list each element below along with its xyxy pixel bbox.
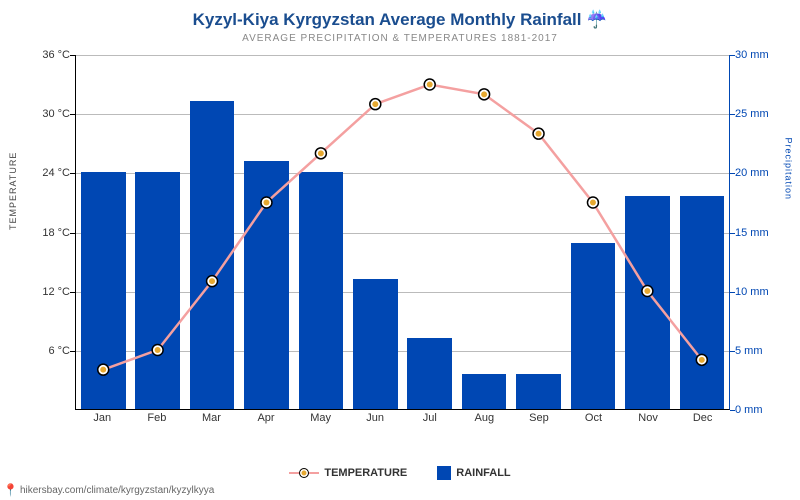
footer-url: hikersbay.com/climate/kyrgyzstan/kyzylky…	[20, 485, 214, 496]
rainfall-bar	[571, 243, 616, 409]
rainfall-bar	[135, 172, 180, 409]
legend-temperature: TEMPERATURE	[289, 467, 407, 479]
left-tick: 24 °C	[40, 167, 70, 179]
x-axis-labels: JanFebMarAprMayJunJulAugSepOctNovDec	[75, 412, 730, 424]
legend-rain-label: RAINFALL	[456, 467, 510, 479]
rainfall-bar	[680, 196, 725, 409]
month-label: Jan	[75, 412, 130, 424]
right-tick: 0 mm	[735, 404, 775, 416]
bars-group	[76, 55, 729, 409]
rainfall-bar	[407, 338, 452, 409]
rainfall-bar	[462, 374, 507, 410]
legend-box-icon	[437, 466, 451, 480]
footer-attribution: 📍 hikersbay.com/climate/kyrgyzstan/kyzyl…	[3, 483, 214, 497]
rainfall-bar	[299, 172, 344, 409]
bar-slot	[294, 55, 348, 409]
left-axis-label: TEMPERATURE	[8, 152, 18, 230]
bar-slot	[185, 55, 239, 409]
bar-slot	[403, 55, 457, 409]
left-tick: 30 °C	[40, 108, 70, 120]
bar-slot	[566, 55, 620, 409]
right-tick: 20 mm	[735, 167, 775, 179]
plot-area	[75, 55, 730, 410]
left-tick: 12 °C	[40, 286, 70, 298]
legend-temp-label: TEMPERATURE	[324, 467, 407, 479]
right-tick: 15 mm	[735, 227, 775, 239]
chart-container: Kyzyl-Kiya Kyrgyzstan Average Monthly Ra…	[0, 0, 800, 500]
bar-slot	[239, 55, 293, 409]
bar-slot	[76, 55, 130, 409]
month-label: Jun	[348, 412, 403, 424]
legend-line-icon	[289, 472, 319, 474]
rainfall-bar	[516, 374, 561, 410]
legend-rainfall: RAINFALL	[437, 466, 510, 480]
left-tick: 36 °C	[40, 49, 70, 61]
pin-icon: 📍	[3, 483, 18, 497]
left-tick: 6 °C	[40, 345, 70, 357]
left-tick: 18 °C	[40, 227, 70, 239]
month-label: Feb	[130, 412, 185, 424]
rainfall-bar	[625, 196, 670, 409]
month-label: Oct	[566, 412, 621, 424]
right-axis-label: Precipitation	[784, 137, 794, 200]
bar-slot	[675, 55, 729, 409]
rainfall-bar	[353, 279, 398, 409]
legend: TEMPERATURE RAINFALL	[0, 466, 800, 480]
bar-slot	[348, 55, 402, 409]
right-tick: 5 mm	[735, 345, 775, 357]
rainfall-bar	[81, 172, 126, 409]
month-label: Dec	[675, 412, 730, 424]
month-label: Jul	[402, 412, 457, 424]
month-label: Aug	[457, 412, 512, 424]
right-tick: 30 mm	[735, 49, 775, 61]
month-label: Nov	[621, 412, 676, 424]
chart-subtitle: AVERAGE PRECIPITATION & TEMPERATURES 188…	[0, 30, 800, 44]
rainfall-bar	[190, 101, 235, 409]
bar-slot	[130, 55, 184, 409]
right-tick: 10 mm	[735, 286, 775, 298]
month-label: May	[293, 412, 348, 424]
month-label: Mar	[184, 412, 239, 424]
bar-slot	[511, 55, 565, 409]
bar-slot	[457, 55, 511, 409]
right-tick: 25 mm	[735, 108, 775, 120]
month-label: Apr	[239, 412, 294, 424]
rainfall-bar	[244, 161, 289, 410]
bar-slot	[620, 55, 674, 409]
month-label: Sep	[512, 412, 567, 424]
chart-title: Kyzyl-Kiya Kyrgyzstan Average Monthly Ra…	[0, 0, 800, 30]
